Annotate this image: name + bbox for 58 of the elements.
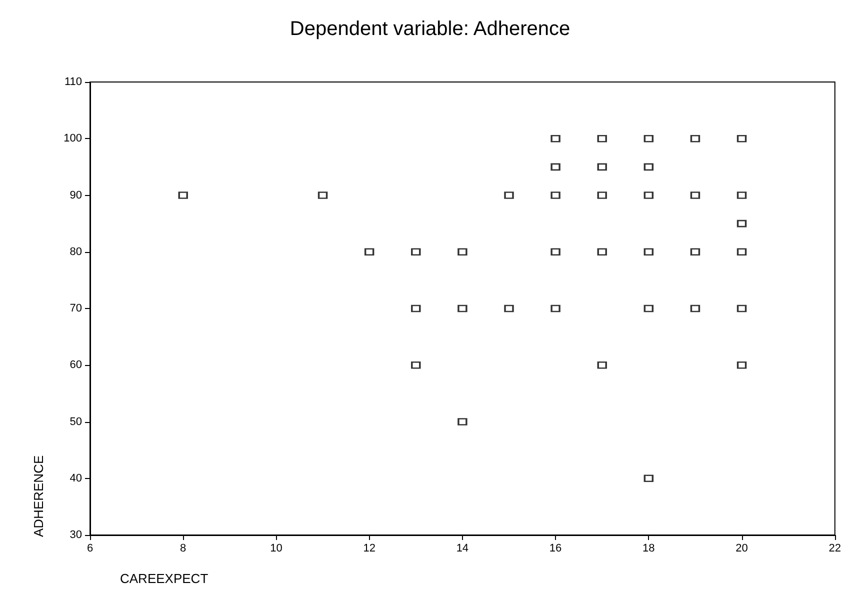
y-tick-label: 70: [70, 302, 82, 314]
point: [411, 304, 421, 312]
point: [550, 304, 560, 312]
y-tick-label: 100: [64, 132, 82, 145]
x-tick-label: 16: [549, 542, 562, 554]
y-tick-label: 110: [64, 76, 82, 88]
x-tick-label: 12: [363, 542, 376, 554]
x-tick-label: 14: [456, 542, 469, 554]
point: [550, 248, 560, 256]
point: [178, 192, 188, 199]
point: [737, 248, 747, 256]
x-tick-label: 10: [270, 542, 282, 554]
y-axis-title: ADHERENCE: [31, 455, 46, 537]
point: [644, 304, 654, 312]
x-tick-label: 18: [642, 542, 655, 554]
point: [644, 163, 654, 171]
point: [597, 192, 607, 199]
x-tick-label: 6: [86, 542, 94, 554]
point: [597, 134, 607, 142]
point: [737, 220, 747, 228]
point: [458, 304, 468, 312]
point: [644, 134, 654, 142]
y-tick-label: 50: [70, 416, 82, 428]
point: [737, 134, 747, 142]
point: [504, 304, 514, 312]
point: [318, 192, 328, 199]
point: [411, 361, 421, 369]
point: [644, 192, 654, 199]
point: [550, 134, 560, 142]
point: [597, 248, 607, 256]
point: [550, 163, 560, 171]
x-tick-label: 8: [180, 542, 186, 554]
point: [458, 248, 468, 256]
x-axis-title: CAREEXPECT: [120, 571, 208, 586]
point: [550, 192, 560, 199]
point: [597, 361, 607, 369]
point: [364, 248, 374, 256]
point: [644, 248, 654, 256]
point: [690, 304, 700, 312]
y-tick-label: 60: [70, 359, 82, 372]
point: [690, 248, 700, 256]
point: [597, 163, 607, 171]
point: [690, 134, 700, 142]
point: [411, 248, 421, 256]
x-tick-label: 20: [736, 542, 748, 554]
point: [644, 474, 654, 482]
y-tick-label: 80: [70, 246, 82, 258]
point: [737, 304, 747, 312]
point: [690, 192, 700, 199]
point: [737, 361, 747, 369]
point: [458, 418, 468, 426]
x-tick-label: 22: [828, 542, 842, 554]
y-tick-label: 90: [70, 189, 82, 202]
y-tick-label: 40: [70, 472, 82, 484]
chart-title: Dependent variable: Adherence: [290, 18, 570, 40]
point: [504, 192, 514, 199]
point: [737, 192, 747, 199]
y-tick-label: 30: [70, 529, 82, 541]
